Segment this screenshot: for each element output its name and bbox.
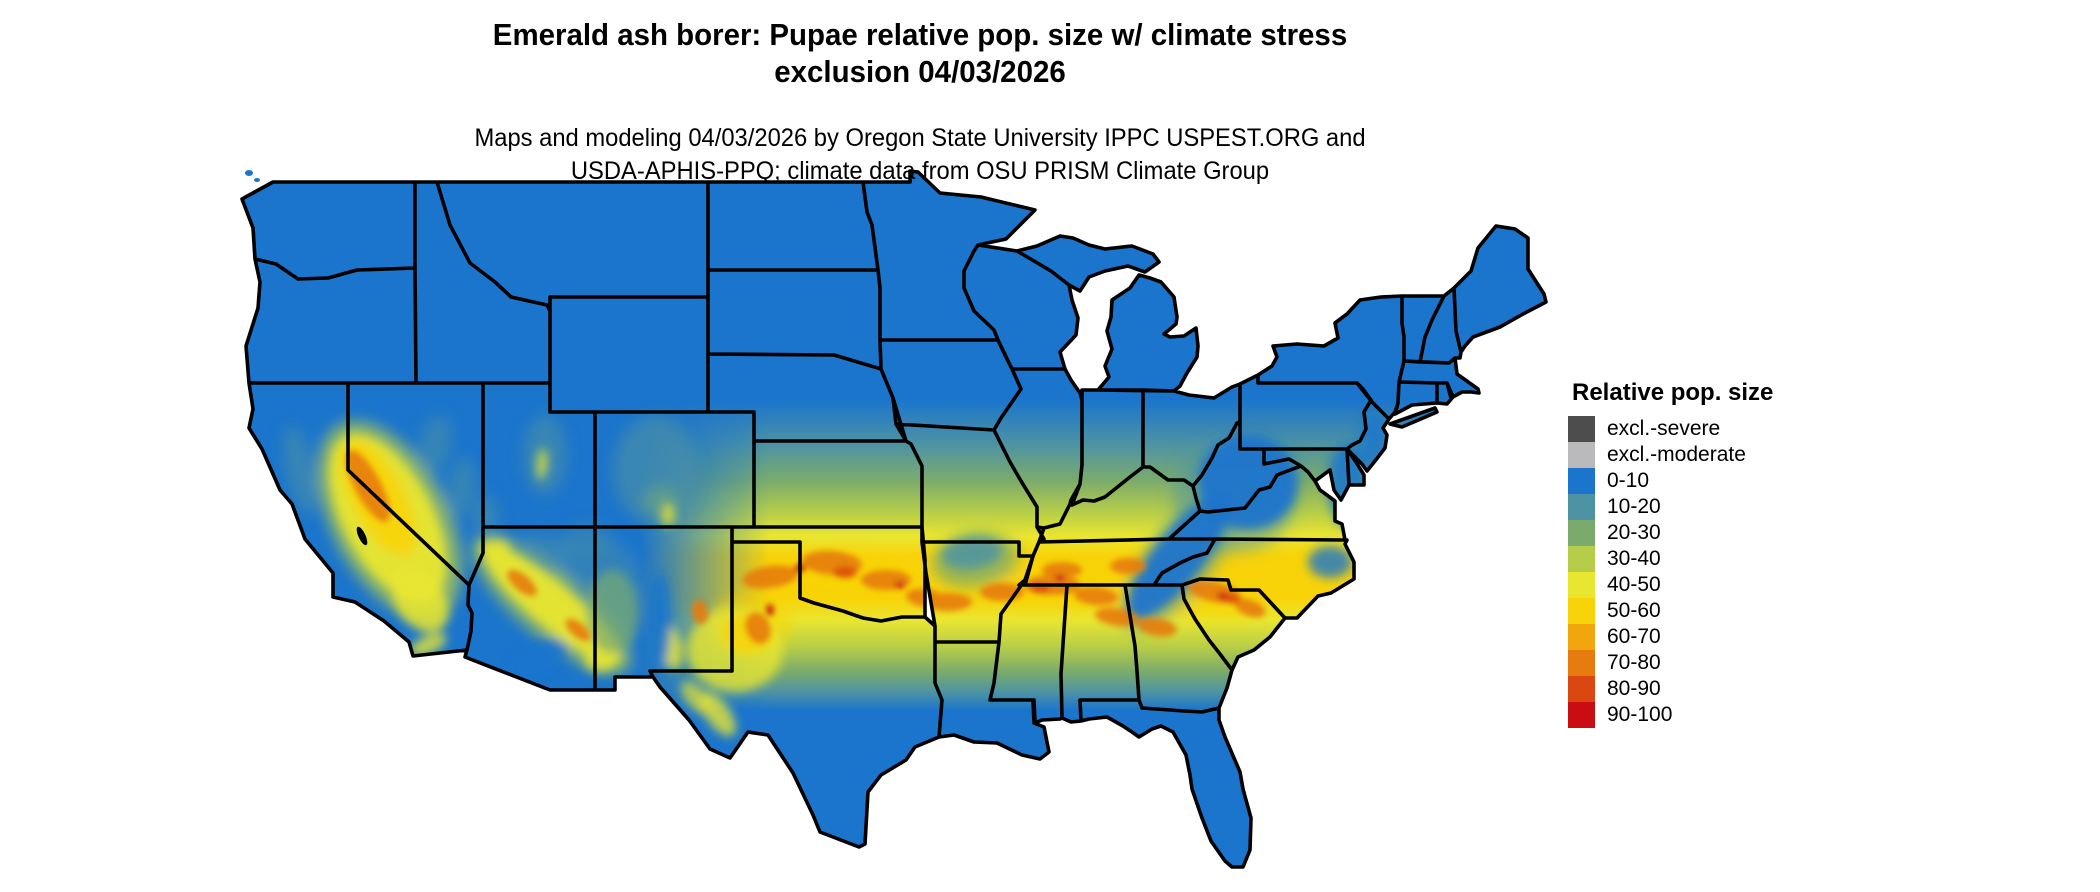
legend-swatch bbox=[1568, 468, 1595, 494]
legend: Relative pop. size excl.-severe excl.-mo… bbox=[1568, 379, 1773, 728]
legend-label: excl.-moderate bbox=[1607, 443, 1746, 466]
legend-swatch bbox=[1568, 702, 1595, 728]
legend-swatch bbox=[1568, 650, 1595, 676]
legend-label: 60-70 bbox=[1607, 625, 1661, 648]
legend-swatch bbox=[1568, 624, 1595, 650]
legend-row: 40-50 bbox=[1568, 572, 1773, 598]
legend-row: excl.-moderate bbox=[1568, 442, 1773, 468]
title-line-2: exclusion 04/03/2026 bbox=[774, 54, 1066, 89]
legend-label: 80-90 bbox=[1607, 677, 1661, 700]
legend-title: Relative pop. size bbox=[1572, 379, 1774, 406]
legend-label: 50-60 bbox=[1607, 599, 1661, 622]
subtitle-line-2: USDA-APHIS-PPQ; climate data from OSU PR… bbox=[570, 157, 1270, 185]
legend-swatch bbox=[1568, 520, 1595, 546]
offshore-fragments bbox=[245, 170, 260, 182]
subtitle-line-1: Maps and modeling 04/03/2026 by Oregon S… bbox=[474, 124, 1366, 152]
legend-swatch bbox=[1568, 442, 1595, 468]
legend-label: 10-20 bbox=[1607, 495, 1661, 518]
legend-label: 30-40 bbox=[1607, 547, 1661, 570]
legend-swatch bbox=[1568, 676, 1595, 702]
legend-row: 60-70 bbox=[1568, 624, 1773, 650]
legend-row: 50-60 bbox=[1568, 598, 1773, 624]
legend-label: 20-30 bbox=[1607, 521, 1661, 544]
legend-row: excl.-severe bbox=[1568, 416, 1773, 442]
legend-label: 0-10 bbox=[1607, 469, 1650, 492]
title-line-1: Emerald ash borer: Pupae relative pop. s… bbox=[492, 17, 1348, 52]
legend-row: 80-90 bbox=[1568, 676, 1773, 702]
legend-label: 40-50 bbox=[1607, 573, 1661, 596]
legend-row: 30-40 bbox=[1568, 546, 1773, 572]
legend-label: excl.-severe bbox=[1607, 417, 1721, 440]
legend-swatch bbox=[1568, 572, 1595, 598]
legend-label: 70-80 bbox=[1607, 651, 1661, 674]
legend-label: 90-100 bbox=[1607, 703, 1673, 726]
san-francisco-bay bbox=[356, 526, 368, 546]
legend-row: 0-10 bbox=[1568, 468, 1773, 494]
legend-row: 20-30 bbox=[1568, 520, 1773, 546]
legend-row: 70-80 bbox=[1568, 650, 1773, 676]
legend-swatch bbox=[1568, 546, 1595, 572]
page-title: Emerald ash borer: Pupae relative pop. s… bbox=[46, 16, 1794, 90]
legend-swatch bbox=[1568, 598, 1595, 624]
legend-row: 90-100 bbox=[1568, 702, 1773, 728]
page-subtitle: Maps and modeling 04/03/2026 by Oregon S… bbox=[46, 122, 1794, 188]
legend-swatch bbox=[1568, 494, 1595, 520]
climate-surface bbox=[242, 171, 1546, 867]
legend-row: 10-20 bbox=[1568, 494, 1773, 520]
legend-swatch bbox=[1568, 416, 1595, 442]
